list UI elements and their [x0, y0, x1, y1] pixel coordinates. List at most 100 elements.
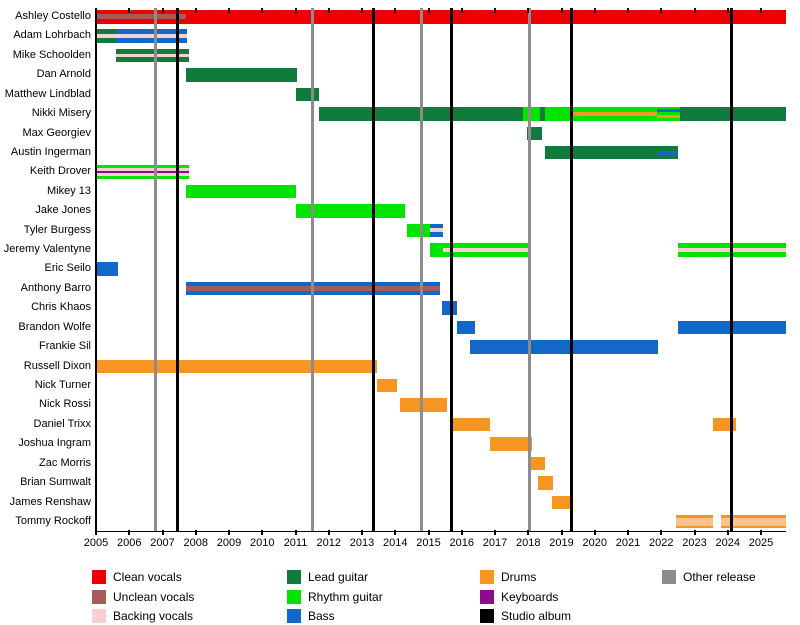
member-label: Jake Jones	[35, 204, 91, 217]
member-label: Nikki Misery	[31, 107, 91, 120]
timeline-bar-lead	[115, 48, 190, 63]
year-label: 2016	[449, 537, 475, 549]
timeline-plot-area	[95, 8, 786, 535]
year-tick-bottom	[294, 530, 297, 535]
timeline-bar-drums	[96, 359, 377, 374]
legend-swatch-backing	[92, 609, 106, 623]
member-label: Matthew Lindblad	[4, 87, 91, 100]
year-tick-bottom	[726, 530, 729, 535]
legend-item: Rhythm guitar	[287, 589, 467, 605]
legend-item: Lead guitar	[287, 570, 467, 585]
year-tick-bottom	[460, 530, 463, 535]
legend-label: Other release	[683, 570, 756, 584]
member-label: Jeremy Valentyne	[3, 243, 91, 256]
year-tick-top	[560, 8, 563, 13]
year-tick-bottom	[394, 530, 397, 535]
bar-stripe-backing	[115, 53, 190, 58]
bar-stripe-backing	[430, 228, 444, 233]
member-label: Brian Sumwalt	[20, 476, 91, 489]
year-tick-top	[760, 8, 763, 13]
timeline-bar-drums	[676, 514, 713, 529]
legend-item: Keyboards	[480, 589, 660, 605]
member-label: Tyler Burgess	[23, 223, 91, 236]
year-tick-top	[261, 8, 264, 13]
year-tick-bottom	[693, 530, 696, 535]
year-tick-top	[294, 8, 297, 13]
bar-stripe-bass	[657, 150, 678, 155]
legend-item: Clean vocals	[92, 570, 272, 585]
year-label: 2008	[183, 537, 208, 549]
timeline-bar-bass	[96, 262, 118, 276]
member-label: Russell Dixon	[23, 359, 91, 372]
year-label: 2010	[250, 537, 275, 549]
member-label: Nick Rossi	[39, 398, 91, 411]
year-label: 2005	[83, 537, 109, 549]
year-tick-bottom	[361, 530, 364, 535]
bar-stripe-drums	[571, 111, 657, 116]
year-label: 2006	[117, 537, 142, 549]
year-tick-top	[460, 8, 463, 13]
year-tick-top	[194, 8, 197, 13]
member-label: Joshua Ingram	[18, 437, 91, 450]
timeline-bar-bass	[430, 223, 444, 238]
member-label: Daniel Trixx	[33, 417, 91, 430]
timeline-bar-rhythm	[406, 223, 431, 238]
timeline-bar-lead	[539, 107, 545, 121]
legend-swatch-rhythm	[287, 589, 301, 604]
legend-swatch-album_line	[480, 609, 494, 623]
year-label: 2007	[150, 537, 175, 549]
year-tick-top	[95, 8, 97, 13]
bar-stripe-paledrums	[676, 517, 713, 526]
member-label: Mike Schoolden	[12, 48, 91, 61]
legend-item: Bass	[287, 609, 467, 624]
year-label: 2017	[482, 537, 508, 549]
member-label: Brandon Wolfe	[18, 320, 91, 333]
legend-item: Other release	[662, 570, 800, 585]
studio-album-line	[372, 8, 376, 531]
bar-stripe-paledrums	[721, 517, 786, 526]
year-tick-bottom	[128, 530, 131, 535]
timeline-bar-rhythm	[523, 107, 540, 121]
timeline-bar-drums	[551, 495, 570, 509]
legend-label: Rhythm guitar	[308, 589, 383, 604]
year-tick-top	[527, 8, 530, 13]
year-label: 2015	[416, 537, 441, 549]
year-label: 2018	[516, 537, 541, 549]
year-tick-bottom	[660, 530, 663, 535]
year-tick-bottom	[228, 530, 230, 535]
timeline-bar-bass	[456, 320, 476, 335]
year-label: 2022	[649, 537, 674, 549]
member-label: Dan Arnold	[36, 68, 91, 81]
year-tick-top	[427, 8, 430, 13]
timeline-bar-drums	[721, 514, 786, 529]
timeline-bar-clean	[96, 10, 786, 24]
member-label: Eric Seilo	[44, 262, 91, 275]
member-label: Nick Turner	[34, 378, 91, 391]
legend-item: Drums	[480, 570, 660, 585]
legend-item: Unclean vocals	[92, 589, 272, 605]
legend-swatch-drums	[480, 570, 494, 584]
timeline-bar-rhythm	[544, 107, 680, 121]
year-tick-top	[593, 8, 596, 13]
member-label: Adam Lohrbach	[13, 29, 91, 42]
member-label: Max Georgiev	[22, 126, 91, 139]
legend-label: Unclean vocals	[113, 589, 195, 604]
year-tick-top	[128, 8, 131, 13]
year-label: 2024	[715, 537, 741, 549]
legend-label: Bass	[308, 609, 335, 623]
year-tick-bottom	[261, 530, 264, 535]
legend-item: Studio album	[480, 609, 660, 624]
year-tick-top	[693, 8, 696, 13]
year-label: 2013	[349, 537, 375, 549]
year-label: 2023	[682, 537, 707, 549]
legend-swatch-release_line	[662, 570, 676, 584]
legend-swatch-clean	[92, 570, 106, 584]
studio-album-line	[450, 8, 454, 531]
member-label: Chris Khaos	[31, 301, 91, 314]
studio-album-line	[570, 8, 574, 531]
other-release-line	[154, 8, 158, 531]
timeline-bar-bass	[441, 301, 457, 315]
year-label: 2021	[615, 537, 641, 549]
year-tick-bottom	[560, 530, 563, 535]
